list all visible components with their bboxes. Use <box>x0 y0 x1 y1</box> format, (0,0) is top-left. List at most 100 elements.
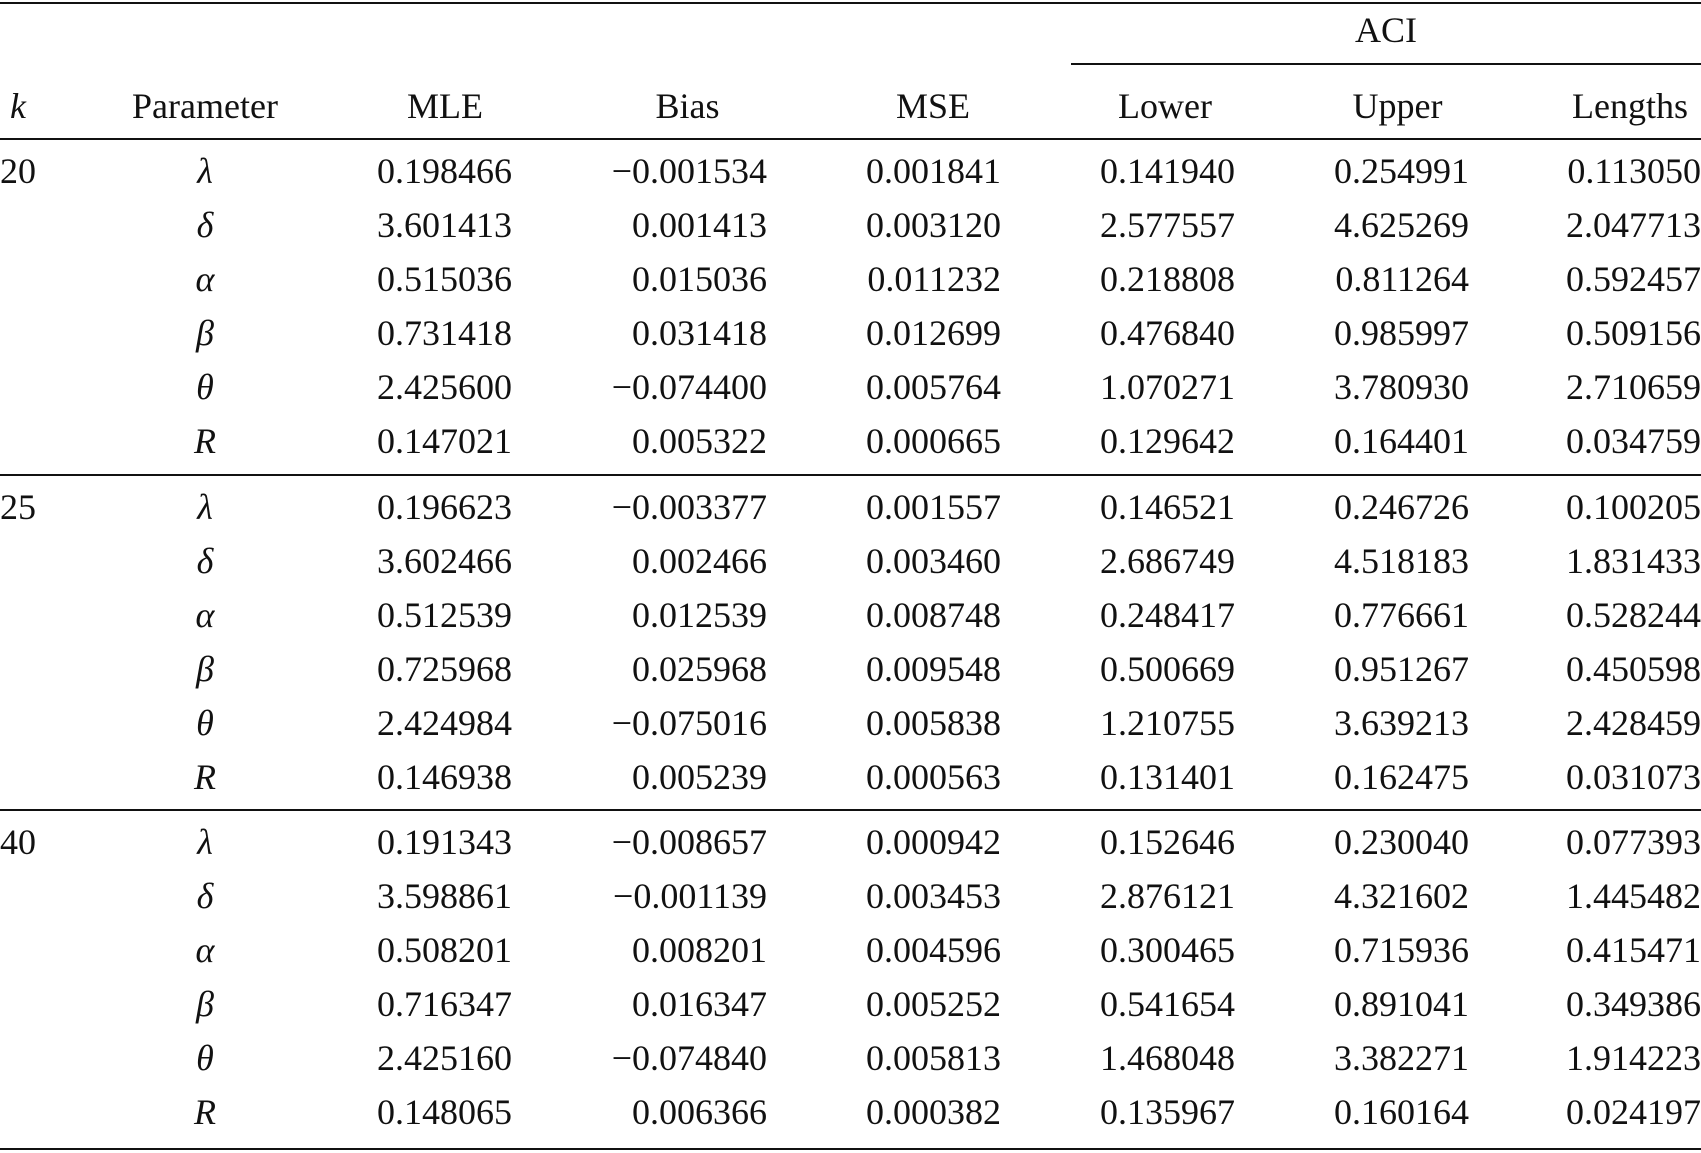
mse-cell: 0.001841 <box>818 143 1001 199</box>
mse-cell: 0.012699 <box>818 305 1001 361</box>
lower-cell: 0.131401 <box>1050 749 1235 805</box>
upper-cell: 0.951267 <box>1280 641 1469 697</box>
lengths-cell: 2.047713 <box>1515 197 1701 253</box>
lengths-cell: 0.100205 <box>1515 479 1701 535</box>
lower-cell: 2.686749 <box>1050 533 1235 589</box>
lower-cell: 1.210755 <box>1050 695 1235 751</box>
lengths-cell: 0.509156 <box>1515 305 1701 361</box>
lengths-cell: 1.914223 <box>1515 1030 1701 1086</box>
group-rule <box>0 474 1701 476</box>
lengths-cell: 0.113050 <box>1515 143 1701 199</box>
lower-cell: 0.248417 <box>1050 587 1235 643</box>
parameter-cell: R <box>80 413 330 469</box>
mse-cell: 0.001557 <box>818 479 1001 535</box>
mse-cell: 0.000563 <box>818 749 1001 805</box>
bias-cell: 0.025968 <box>575 641 767 697</box>
aci-group-header: ACI <box>1071 2 1701 58</box>
lengths-cell: 0.034759 <box>1515 413 1701 469</box>
lengths-cell: 0.024197 <box>1515 1084 1701 1140</box>
lower-cell: 0.541654 <box>1050 976 1235 1032</box>
mse-cell: 0.009548 <box>818 641 1001 697</box>
column-header-k: k <box>10 78 70 134</box>
parameter-cell: δ <box>80 197 330 253</box>
aci-rule <box>1071 63 1701 65</box>
lengths-cell: 2.428459 <box>1515 695 1701 751</box>
lengths-cell: 2.710659 <box>1515 359 1701 415</box>
column-header-upper: Upper <box>1280 78 1515 134</box>
mse-cell: 0.005813 <box>818 1030 1001 1086</box>
lengths-cell: 0.031073 <box>1515 749 1701 805</box>
mle-cell: 3.598861 <box>330 868 512 924</box>
mle-cell: 0.148065 <box>330 1084 512 1140</box>
mle-cell: 0.725968 <box>330 641 512 697</box>
upper-cell: 3.639213 <box>1280 695 1469 751</box>
bias-cell: −0.001534 <box>575 143 767 199</box>
upper-cell: 3.382271 <box>1280 1030 1469 1086</box>
upper-cell: 0.164401 <box>1280 413 1469 469</box>
upper-cell: 0.811264 <box>1280 251 1469 307</box>
mle-cell: 0.191343 <box>330 814 512 870</box>
column-header-bias: Bias <box>575 78 800 134</box>
parameter-cell: δ <box>80 868 330 924</box>
lower-cell: 0.476840 <box>1050 305 1235 361</box>
upper-cell: 3.780930 <box>1280 359 1469 415</box>
parameter-cell: α <box>80 251 330 307</box>
lengths-cell: 0.450598 <box>1515 641 1701 697</box>
mse-cell: 0.011232 <box>818 251 1001 307</box>
lengths-cell: 0.077393 <box>1515 814 1701 870</box>
lower-cell: 0.135967 <box>1050 1084 1235 1140</box>
upper-cell: 0.985997 <box>1280 305 1469 361</box>
bias-cell: 0.006366 <box>575 1084 767 1140</box>
mle-cell: 0.508201 <box>330 922 512 978</box>
mse-cell: 0.005838 <box>818 695 1001 751</box>
mse-cell: 0.005764 <box>818 359 1001 415</box>
column-header-mse: MSE <box>818 78 1048 134</box>
k-value: 20 <box>0 143 70 199</box>
lengths-cell: 0.415471 <box>1515 922 1701 978</box>
parameter-cell: β <box>80 641 330 697</box>
upper-cell: 0.160164 <box>1280 1084 1469 1140</box>
mle-cell: 0.515036 <box>330 251 512 307</box>
bias-cell: 0.031418 <box>575 305 767 361</box>
k-value: 25 <box>0 479 70 535</box>
parameter-cell: β <box>80 305 330 361</box>
parameter-cell: λ <box>80 479 330 535</box>
mse-cell: 0.000665 <box>818 413 1001 469</box>
parameter-cell: λ <box>80 814 330 870</box>
parameter-cell: λ <box>80 143 330 199</box>
mse-cell: 0.003453 <box>818 868 1001 924</box>
mse-cell: 0.005252 <box>818 976 1001 1032</box>
lower-cell: 0.500669 <box>1050 641 1235 697</box>
lower-cell: 1.468048 <box>1050 1030 1235 1086</box>
lengths-cell: 0.349386 <box>1515 976 1701 1032</box>
lengths-cell: 1.831433 <box>1515 533 1701 589</box>
mle-cell: 0.731418 <box>330 305 512 361</box>
bias-cell: −0.001139 <box>575 868 767 924</box>
upper-cell: 0.254991 <box>1280 143 1469 199</box>
upper-cell: 0.246726 <box>1280 479 1469 535</box>
mse-cell: 0.003120 <box>818 197 1001 253</box>
mse-cell: 0.000942 <box>818 814 1001 870</box>
parameter-cell: θ <box>80 359 330 415</box>
parameter-cell: β <box>80 976 330 1032</box>
mse-cell: 0.004596 <box>818 922 1001 978</box>
mle-cell: 2.425160 <box>330 1030 512 1086</box>
upper-cell: 4.518183 <box>1280 533 1469 589</box>
mle-cell: 0.196623 <box>330 479 512 535</box>
column-header-lengths: Lengths <box>1515 78 1701 134</box>
lower-cell: 1.070271 <box>1050 359 1235 415</box>
bias-cell: −0.074400 <box>575 359 767 415</box>
bias-cell: −0.074840 <box>575 1030 767 1086</box>
bias-cell: 0.005322 <box>575 413 767 469</box>
parameter-cell: α <box>80 922 330 978</box>
parameter-cell: R <box>80 1084 330 1140</box>
bias-cell: 0.008201 <box>575 922 767 978</box>
lower-cell: 0.300465 <box>1050 922 1235 978</box>
bias-cell: 0.002466 <box>575 533 767 589</box>
header-rule <box>0 138 1701 140</box>
group-rule <box>0 809 1701 811</box>
mle-cell: 2.425600 <box>330 359 512 415</box>
bias-cell: 0.005239 <box>575 749 767 805</box>
bias-cell: −0.008657 <box>575 814 767 870</box>
bottom-rule <box>0 1148 1701 1150</box>
